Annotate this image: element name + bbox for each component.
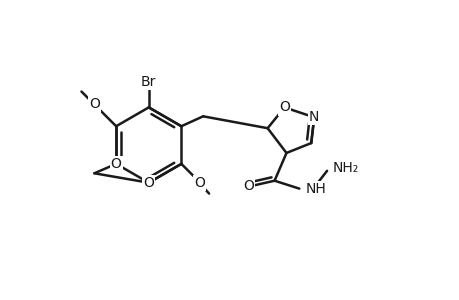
Text: Br: Br <box>141 75 156 88</box>
Text: O: O <box>143 176 154 190</box>
Text: NH: NH <box>305 182 325 196</box>
Text: O: O <box>111 157 121 171</box>
Text: NH₂: NH₂ <box>332 161 358 175</box>
Text: N: N <box>308 110 319 124</box>
Text: O: O <box>279 100 289 114</box>
Text: O: O <box>193 176 204 190</box>
Text: O: O <box>89 98 100 111</box>
Text: O: O <box>243 179 254 193</box>
